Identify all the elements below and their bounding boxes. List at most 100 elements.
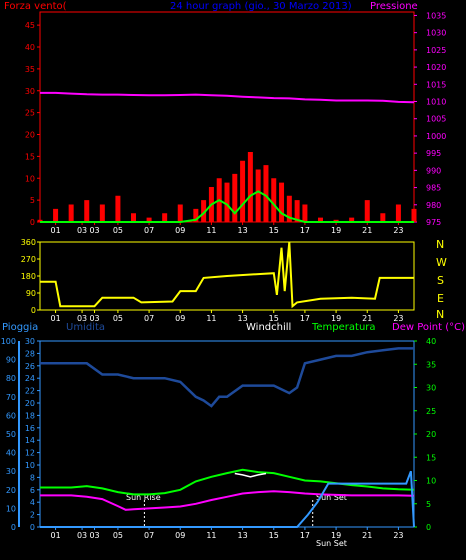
humidity-axis-tick-label: 24 <box>25 374 35 383</box>
weather-x-tick-label: 19 <box>331 531 341 540</box>
pressure-axis-tick-label: 1000 <box>426 132 446 141</box>
rain-percent-tick-label: 70 <box>6 393 16 402</box>
pressure-axis-tick-label: 1010 <box>426 98 446 107</box>
rain-percent-tick-label: 80 <box>6 374 16 383</box>
wind-x-tick-label: 19 <box>331 226 341 235</box>
weather-x-tick-label: 15 <box>269 531 279 540</box>
pressure-line <box>40 91 415 104</box>
rain-label: Pioggia <box>2 322 38 333</box>
temperature-axis-tick-label: 0 <box>426 523 431 532</box>
windchill-line <box>234 472 267 478</box>
rain-percent-tick-label: 50 <box>6 430 16 439</box>
wind-x-tick-label: 07 <box>144 226 154 235</box>
humidity-axis-tick-label: 16 <box>25 424 35 433</box>
wind-axis-tick-label: 10 <box>25 174 35 183</box>
wind-gust-bar <box>131 213 136 222</box>
direction-x-tick-label: 07 <box>144 314 154 323</box>
pressure-axis-tick-label: 985 <box>426 184 441 193</box>
rain-percent-tick-label: 90 <box>6 356 16 365</box>
rain-percent-tick-label: 0 <box>11 523 16 532</box>
direction-x-tick-label: 23 <box>393 314 403 323</box>
wind-axis-tick-label: 0 <box>30 218 35 227</box>
temperature-axis-tick-label: 25 <box>426 407 436 416</box>
weather-x-tick-label: 05 <box>113 531 123 540</box>
temperature-axis-tick-label: 10 <box>426 477 436 486</box>
chart-drawing-layer: 0510152025303540459759809859909951000100… <box>1 11 447 540</box>
humidity-label: Umidita <box>66 322 105 333</box>
pressure-axis-tick-label: 980 <box>426 201 441 210</box>
rain-percent-tick-label: 10 <box>6 504 16 513</box>
weather-x-tick-label: 11 <box>206 531 216 540</box>
compass-label: S <box>437 274 444 287</box>
wind-gust-bar <box>193 208 199 222</box>
direction-axis-tick-label: 360 <box>21 238 36 247</box>
wind-gust-bar <box>286 195 292 222</box>
pressure-axis-tick-label: 1025 <box>426 46 446 55</box>
humidity-axis-tick-label: 4 <box>30 498 35 507</box>
wind-axis-tick-label: 25 <box>25 109 35 118</box>
weather-x-tick-label: 07 <box>144 531 154 540</box>
wind-gust-bar <box>68 204 74 222</box>
weather-x-tick-label: 21 <box>362 531 372 540</box>
wind-gust-bar <box>271 178 277 222</box>
wind-gust-bar <box>333 219 339 222</box>
rain-percent-tick-label: 20 <box>6 486 16 495</box>
temperature-axis-tick-label: 35 <box>426 360 436 369</box>
sunset-label: Sun Set <box>316 493 347 502</box>
wind-x-tick-label: 03 <box>77 226 87 235</box>
pressure-label: Pressione <box>370 1 418 12</box>
wind-gust-bar <box>364 200 370 222</box>
wind-gust-bar <box>255 169 261 222</box>
direction-x-tick-label: 05 <box>113 314 123 323</box>
pressure-axis-tick-label: 995 <box>426 149 441 158</box>
wind-x-tick-label: 15 <box>269 226 279 235</box>
windchill-label: Windchill <box>246 322 291 333</box>
rain-line <box>40 470 415 528</box>
wind-gust-bar <box>232 173 238 222</box>
humidity-axis-tick-label: 28 <box>25 349 35 358</box>
wind-x-tick-label: 17 <box>300 226 310 235</box>
wind-x-tick-label: 01 <box>50 226 60 235</box>
direction-x-tick-label: 03 <box>77 314 87 323</box>
direction-axis-tick-label: 0 <box>31 306 36 315</box>
direction-x-tick-label: 17 <box>300 314 310 323</box>
wind-axis-tick-label: 15 <box>25 152 35 161</box>
compass-label: N <box>436 238 444 251</box>
pressure-axis-tick-label: 1005 <box>426 115 446 124</box>
wind-gust-bar <box>224 182 230 222</box>
direction-x-tick-label: 01 <box>50 314 60 323</box>
wind-x-tick-label: 23 <box>393 226 403 235</box>
humidity-axis-tick-label: 18 <box>25 411 35 420</box>
compass-label: N <box>436 308 444 321</box>
direction-x-tick-label: 21 <box>362 314 372 323</box>
temperature-axis-tick-label: 5 <box>426 500 431 509</box>
rain-percent-tick-label: 30 <box>6 467 16 476</box>
weather-x-tick-label: 23 <box>393 531 403 540</box>
wind-axis-tick-label: 35 <box>25 65 35 74</box>
wind-x-tick-label: 03 <box>89 226 99 235</box>
wind-gust-bar <box>318 217 323 222</box>
wind-gust-bar <box>349 217 355 222</box>
humidity-axis-tick-label: 8 <box>30 473 35 482</box>
direction-axis-tick-label: 180 <box>21 272 36 281</box>
graph-title: 24 hour graph (gio., 30 Marzo 2013) <box>170 1 352 12</box>
wind-direction-line <box>40 241 414 309</box>
wind-gust-bar <box>279 182 285 222</box>
wind-axis-tick-label: 20 <box>25 131 35 140</box>
wind-gust-bar <box>201 200 207 222</box>
temperature-axis-tick-label: 20 <box>426 430 436 439</box>
wind-gust-bar <box>115 195 121 222</box>
weather-x-tick-label: 03 <box>77 531 87 540</box>
wind-force-label: Forza vento( <box>4 1 67 12</box>
direction-x-tick-label: 15 <box>269 314 279 323</box>
sunrise-label: Sun Rise <box>126 493 161 502</box>
wind-x-tick-label: 11 <box>206 226 216 235</box>
wind-axis-tick-label: 40 <box>25 43 35 52</box>
dewpoint-line <box>40 490 415 511</box>
humidity-axis-tick-label: 2 <box>30 511 35 520</box>
direction-x-tick-label: 03 <box>89 314 99 323</box>
humidity-axis-tick-label: 20 <box>25 399 35 408</box>
temperature-axis-tick-label: 40 <box>426 337 436 346</box>
